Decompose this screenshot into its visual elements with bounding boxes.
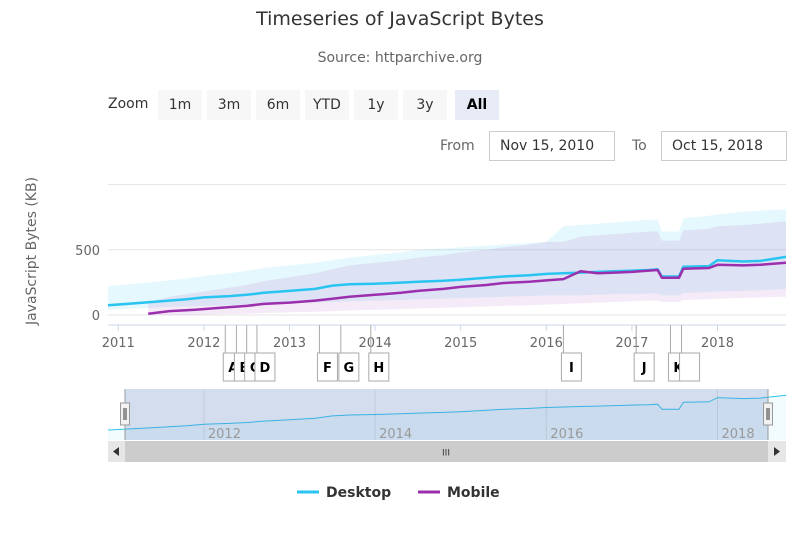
scrollbar-grip: III [442, 449, 450, 459]
flag-box[interactable] [338, 352, 360, 382]
flag-label: D [260, 361, 271, 376]
y-axis: 0 500 [75, 244, 100, 324]
to-date-input[interactable] [661, 131, 787, 161]
chart-title: Timeseries of JavaScript Bytes [256, 8, 544, 30]
zoom-all-button[interactable]: All [455, 90, 499, 120]
flag-box[interactable] [254, 352, 276, 382]
legend-label-mobile: Mobile [447, 485, 500, 501]
event-flags: ABCDFGHIJK [222, 325, 701, 382]
flag-box[interactable] [679, 352, 701, 382]
x-tick-label: 2015 [444, 336, 477, 351]
navigator-right-handle[interactable] [763, 389, 773, 440]
flag-label: H [373, 361, 384, 376]
zoom-1m-button[interactable]: 1m [158, 90, 202, 120]
x-tick-label: 2012 [187, 336, 220, 351]
flag-label: G [344, 361, 355, 376]
range-bands [108, 209, 786, 315]
x-axis: 2011 2012 2013 2014 2015 2016 2017 2018 [102, 324, 786, 351]
range-band-mobile [148, 221, 786, 315]
y-tick-label: 500 [75, 244, 100, 259]
legend-label-desktop: Desktop [326, 485, 391, 501]
navigator-area [108, 395, 786, 440]
zoom-1y-button[interactable]: 1y [354, 90, 398, 120]
navigator-tick-label: 2018 [722, 427, 755, 442]
triangle-left-icon [113, 447, 119, 456]
legend-item-mobile[interactable]: Mobile [418, 485, 500, 501]
triangle-right-icon [774, 447, 780, 456]
navigator-x-axis: 2012 2014 2016 2018 [208, 427, 755, 442]
zoom-ytd-button[interactable]: YTD [305, 90, 349, 120]
navigator-background [108, 389, 786, 440]
to-label: To [632, 138, 647, 154]
zoom-3m-button[interactable]: 3m [207, 90, 251, 120]
flag-box[interactable] [560, 352, 582, 382]
flag-box[interactable] [368, 352, 390, 382]
grid-lines [108, 184, 786, 316]
navigator-tick-label: 2014 [379, 427, 412, 442]
legend: Desktop Mobile [297, 485, 500, 501]
flag-label: J [641, 361, 647, 376]
series-lines [108, 255, 786, 315]
navigator-tick-label: 2016 [550, 427, 583, 442]
navigator-left-handle[interactable] [120, 389, 130, 440]
from-label: From [440, 138, 475, 154]
scrollbar[interactable]: III [108, 441, 786, 462]
flag-label: I [569, 361, 574, 376]
flag-label: F [323, 361, 332, 376]
flag-box[interactable] [316, 352, 338, 382]
zoom-label: Zoom [108, 96, 149, 112]
x-tick-label: 2017 [615, 336, 648, 351]
navigator-series [108, 394, 786, 440]
navigator-tick-label: 2012 [208, 427, 241, 442]
chart-subtitle: Source: httparchive.org [317, 50, 483, 66]
navigator[interactable]: 2012 2014 2016 2018 [108, 389, 786, 442]
legend-item-desktop[interactable]: Desktop [297, 485, 391, 501]
scrollbar-thumb[interactable] [125, 441, 768, 462]
zoom-6m-button[interactable]: 6m [256, 90, 300, 120]
y-tick-label: 0 [92, 309, 100, 324]
x-tick-label: 2014 [359, 336, 392, 351]
x-tick-label: 2013 [273, 336, 306, 351]
x-tick-label: 2011 [102, 336, 135, 351]
navigator-selected-range[interactable] [125, 389, 768, 440]
zoom-3y-button[interactable]: 3y [403, 90, 447, 120]
x-tick-label: 2016 [530, 336, 563, 351]
from-date-input[interactable] [489, 131, 615, 161]
range-band-desktop [108, 209, 786, 310]
y-axis-title: JavaScript Bytes (KB) [24, 177, 40, 326]
flag-label: K [673, 361, 684, 376]
flag-label: A [228, 361, 238, 376]
flag-box[interactable] [633, 352, 655, 382]
navigator-line [108, 394, 786, 431]
series-line-mobile[interactable] [148, 261, 786, 315]
x-tick-label: 2018 [701, 336, 734, 351]
